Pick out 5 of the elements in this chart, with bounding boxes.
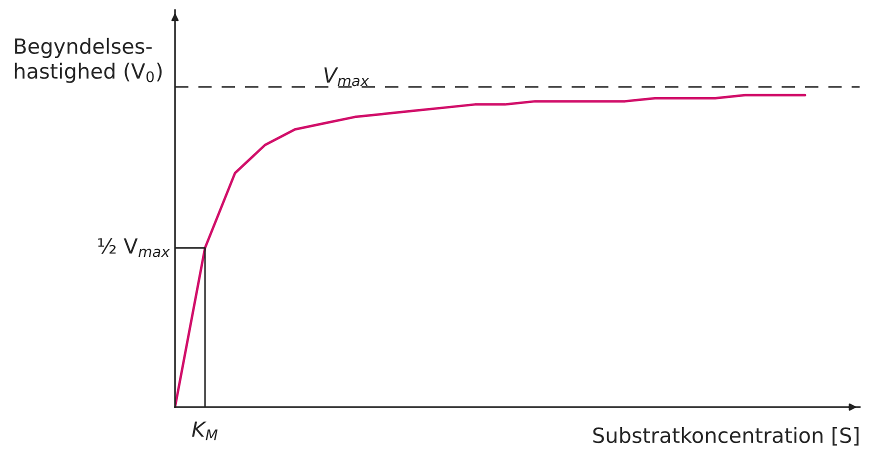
x-axis-title: Substratkoncentration [S]: [593, 427, 859, 446]
y-axis-title: Begyndelses- hastighed (V$_{0}$): [14, 38, 162, 83]
ref-line-label: ½ V$_{max}$: [98, 238, 170, 258]
ref-line-label: V$_{max}$: [324, 67, 370, 86]
text: K$_{M}$: [192, 422, 218, 440]
